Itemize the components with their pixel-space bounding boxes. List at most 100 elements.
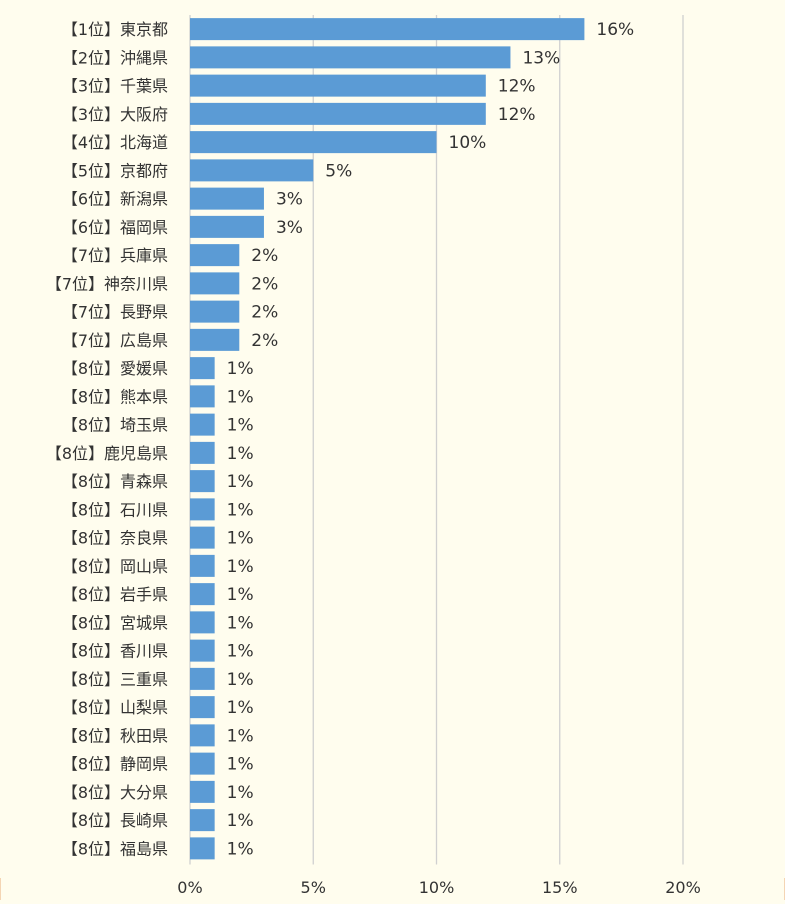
category-label: 【8位】岡山県 [62,557,168,576]
category-label: 【8位】宮城県 [62,613,168,632]
data-label: 10% [449,133,487,153]
data-label: 1% [227,698,254,718]
bar-layer [190,18,585,860]
bar [190,554,215,577]
bar [190,498,215,521]
category-label: 【3位】大阪府 [62,105,168,124]
bar [190,611,215,634]
bar [190,272,240,295]
bar [190,526,215,549]
bar [190,300,240,323]
category-label: 【8位】香川県 [62,642,168,661]
category-label: 【8位】大分県 [62,783,168,802]
data-label: 1% [227,613,254,633]
bar [190,441,215,464]
category-label: 【2位】沖縄県 [62,48,168,67]
x-tick-label: 10% [419,878,455,897]
data-label: 1% [227,387,254,407]
data-label: 1% [227,529,254,549]
bar [190,102,486,125]
data-label: 1% [227,670,254,690]
category-label: 【8位】静岡県 [62,755,168,774]
bar [190,413,215,436]
category-label: 【3位】千葉県 [62,77,168,96]
bar [190,328,240,351]
data-label: 1% [227,755,254,775]
tick-layer: 0% 5% 10% 15% 20% [177,878,700,897]
data-label: 5% [325,161,352,181]
category-label: 【7位】広島県 [62,331,168,350]
bar [190,385,215,408]
bar [190,470,215,493]
data-label: 1% [227,811,254,831]
category-label: 【5位】京都府 [62,161,168,180]
category-label: 【8位】鹿児島県 [46,444,168,463]
category-label: 【7位】長野県 [62,303,168,322]
label-layer: 【1位】東京都 16% 【2位】沖縄県 13% 【3位】千葉県 12% 【3位】大阪府 12%… [46,20,634,859]
bar [190,244,240,267]
x-tick-label: 5% [301,878,326,897]
bar [190,131,437,154]
bar [190,159,314,182]
grid-layer [189,15,684,865]
category-label: 【8位】岩手県 [62,585,168,604]
category-label: 【7位】兵庫県 [62,246,168,265]
category-label: 【8位】福島県 [62,839,168,858]
bar [190,809,215,832]
bar [190,46,511,69]
data-label: 1% [227,783,254,803]
bar [190,780,215,803]
bar [190,752,215,775]
category-label: 【6位】新潟県 [62,190,168,209]
data-label: 13% [522,48,560,68]
category-label: 【8位】熊本県 [62,387,168,406]
bar [190,583,215,606]
data-label: 1% [227,726,254,746]
bar [190,215,264,238]
data-label: 1% [227,585,254,605]
category-label: 【4位】北海道 [62,133,168,152]
data-label: 1% [227,839,254,859]
bar [190,18,585,41]
category-label: 【8位】青森県 [62,472,168,491]
category-label: 【6位】福岡県 [62,218,168,237]
bar [190,639,215,662]
data-label: 12% [498,105,536,125]
bar [190,724,215,747]
data-label: 1% [227,500,254,520]
data-label: 3% [276,218,303,238]
bar [190,357,215,380]
category-label: 【1位】東京都 [62,20,168,39]
data-label: 1% [227,444,254,464]
data-label: 2% [251,303,278,323]
x-tick-label: 15% [542,878,578,897]
category-label: 【8位】石川県 [62,500,168,519]
category-label: 【8位】愛媛県 [62,359,168,378]
data-label: 1% [227,642,254,662]
data-label: 1% [227,359,254,379]
data-label: 3% [276,190,303,210]
data-label: 2% [251,274,278,294]
bar [190,74,486,97]
data-label: 12% [498,77,536,97]
data-label: 16% [596,20,634,40]
data-label: 1% [227,416,254,436]
category-label: 【8位】奈良県 [62,529,168,548]
data-label: 2% [251,331,278,351]
data-label: 1% [227,472,254,492]
category-label: 【8位】山梨県 [62,698,168,717]
category-label: 【7位】神奈川県 [46,274,168,293]
category-label: 【8位】埼玉県 [62,416,168,435]
category-label: 【8位】秋田県 [62,726,168,745]
data-label: 1% [227,557,254,577]
data-label: 2% [251,246,278,266]
bar [190,837,215,860]
x-tick-label: 20% [665,878,701,897]
bar [190,187,264,210]
x-tick-label: 0% [177,878,202,897]
bar [190,667,215,690]
category-label: 【8位】三重県 [62,670,168,689]
category-label: 【8位】長崎県 [62,811,168,830]
